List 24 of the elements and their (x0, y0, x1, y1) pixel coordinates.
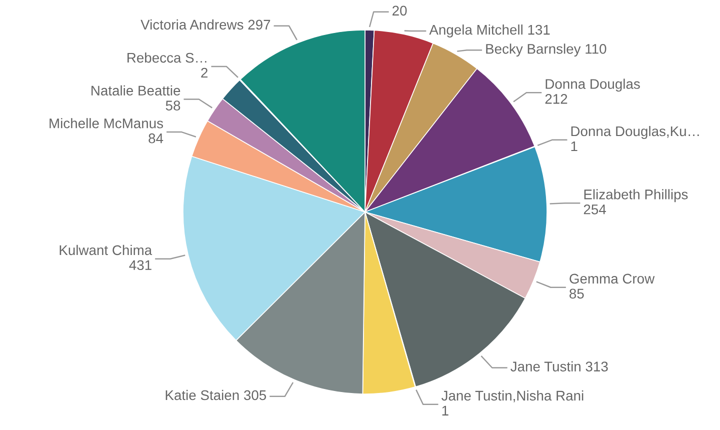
slice-label: Angela Mitchell 131 (429, 24, 550, 38)
slice-label: Kulwant Chima (60, 244, 152, 256)
slice-label: Rebecca S… (128, 52, 206, 63)
slice-label: Jane Tustin,Nisha Rani (441, 390, 584, 402)
data-label: 2 (201, 68, 208, 78)
data-label: 1 (442, 406, 448, 416)
data-label: 254 (584, 204, 606, 214)
data-label: 84 (148, 133, 164, 144)
data-label: 58 (166, 100, 180, 110)
data-label: 1 (571, 141, 578, 151)
data-label: 431 (129, 260, 152, 270)
data-label: 212 (545, 94, 568, 104)
slice-label: Elizabeth Phillips (584, 189, 688, 202)
slice-label: Michelle McManus (50, 118, 164, 128)
slice-label: Becky Barnsley 110 (486, 44, 606, 57)
slice-label: Jane Tustin 313 (510, 361, 608, 372)
slice-label: Natalie Beattie (92, 85, 180, 96)
slice-label: Katie Staien 305 (166, 390, 266, 400)
slice-label: Donna Douglas (546, 78, 640, 92)
slice-label: Donna Douglas,Ku… (571, 126, 699, 139)
slice-label: Victoria Andrews 297 (140, 19, 270, 30)
slice-label: Gemma Crow (570, 274, 655, 284)
data-label: 85 (570, 288, 584, 299)
data-label: 20 (392, 6, 407, 16)
